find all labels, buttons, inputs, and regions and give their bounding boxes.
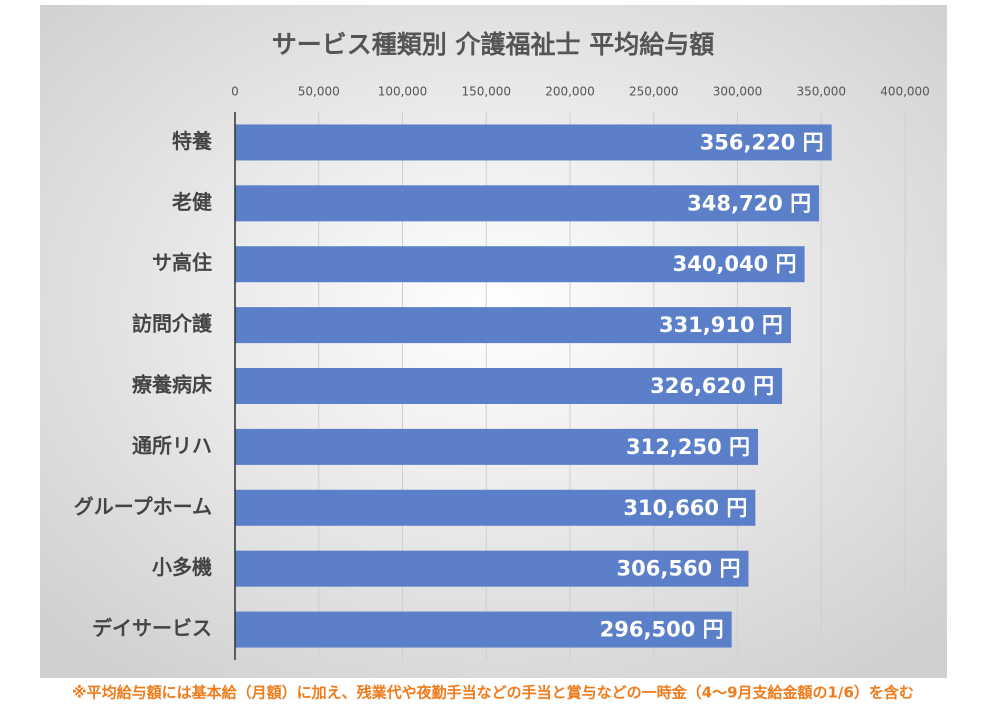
y-tick-label: 訪問介護 bbox=[132, 312, 213, 336]
y-tick-label: サ高住 bbox=[152, 251, 212, 275]
bar bbox=[235, 550, 749, 587]
x-tick-label: 300,000 bbox=[713, 85, 763, 99]
value-label: 340,040 円 bbox=[673, 252, 797, 276]
x-tick-label: 50,000 bbox=[298, 85, 340, 99]
y-tick-label: 老健 bbox=[172, 190, 212, 214]
bar bbox=[235, 246, 805, 283]
x-tick-label: 400,000 bbox=[880, 85, 930, 99]
footnote: ※平均給与額には基本給（月額）に加え、残業代や夜勤手当などの手当と賞与などの一時… bbox=[72, 684, 914, 702]
bar bbox=[235, 428, 759, 465]
bar bbox=[235, 307, 791, 344]
value-label: 326,620 円 bbox=[650, 374, 774, 398]
x-tick-label: 200,000 bbox=[545, 85, 595, 99]
value-label: 356,220 円 bbox=[700, 130, 824, 154]
bar bbox=[235, 124, 832, 161]
value-label: 331,910 円 bbox=[659, 313, 783, 337]
y-tick-label: グループホーム bbox=[74, 494, 212, 518]
y-tick-label: 通所リハ bbox=[132, 433, 212, 457]
y-tick-label: デイサービス bbox=[92, 616, 212, 640]
bar bbox=[235, 489, 756, 526]
bar bbox=[235, 611, 732, 648]
bar bbox=[235, 185, 820, 222]
y-tick-label: 特養 bbox=[172, 129, 213, 153]
x-tick-label: 250,000 bbox=[629, 85, 679, 99]
y-tick-label: 療養病床 bbox=[132, 373, 213, 397]
bar bbox=[235, 368, 783, 404]
x-tick-label: 100,000 bbox=[378, 85, 428, 99]
x-tick-label: 0 bbox=[231, 85, 239, 99]
value-label: 348,720 円 bbox=[687, 191, 811, 215]
value-label: 296,500 円 bbox=[600, 618, 724, 642]
y-tick-label: 小多機 bbox=[152, 555, 212, 579]
chart-title: サービス種類別 介護福祉士 平均給与額 bbox=[272, 30, 714, 59]
value-label: 310,660 円 bbox=[623, 496, 747, 520]
x-tick-label: 350,000 bbox=[796, 85, 846, 99]
value-label: 312,250 円 bbox=[626, 435, 750, 459]
x-tick-label: 150,000 bbox=[461, 85, 511, 99]
value-label: 306,560 円 bbox=[617, 557, 741, 581]
